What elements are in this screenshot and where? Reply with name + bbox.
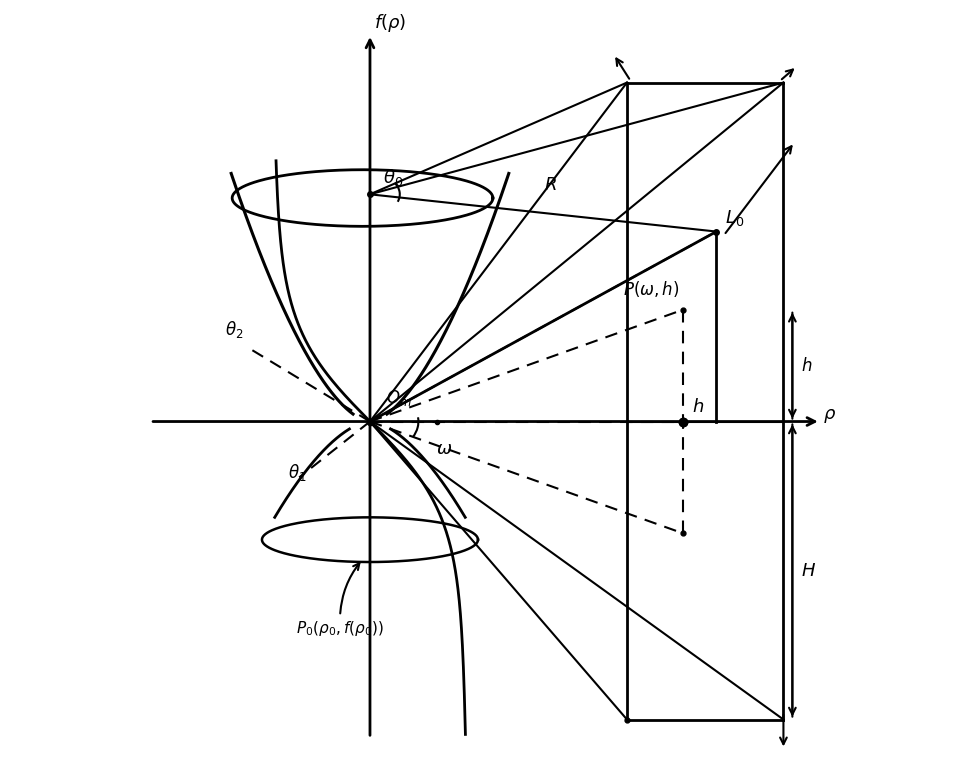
Text: $P_0(\rho_0,f(\rho_0))$: $P_0(\rho_0,f(\rho_0))$	[296, 563, 384, 638]
Text: $H$: $H$	[801, 562, 816, 580]
Text: $\omega$: $\omega$	[436, 440, 452, 458]
Text: $f(\rho)$: $f(\rho)$	[374, 12, 406, 34]
Text: $R$: $R$	[544, 176, 557, 194]
Text: $\theta_2$: $\theta_2$	[225, 319, 244, 340]
Text: $\theta_1$: $\theta_1$	[288, 462, 307, 483]
Text: $h$: $h$	[801, 357, 813, 375]
Text: $L_0$: $L_0$	[726, 208, 745, 228]
Text: $\rho$: $\rho$	[823, 407, 836, 424]
Text: $O_m$: $O_m$	[386, 388, 412, 408]
Text: $\theta_0$: $\theta_0$	[383, 168, 403, 189]
Text: $h$: $h$	[692, 397, 704, 416]
Text: $P(\omega,h)$: $P(\omega,h)$	[622, 279, 679, 299]
